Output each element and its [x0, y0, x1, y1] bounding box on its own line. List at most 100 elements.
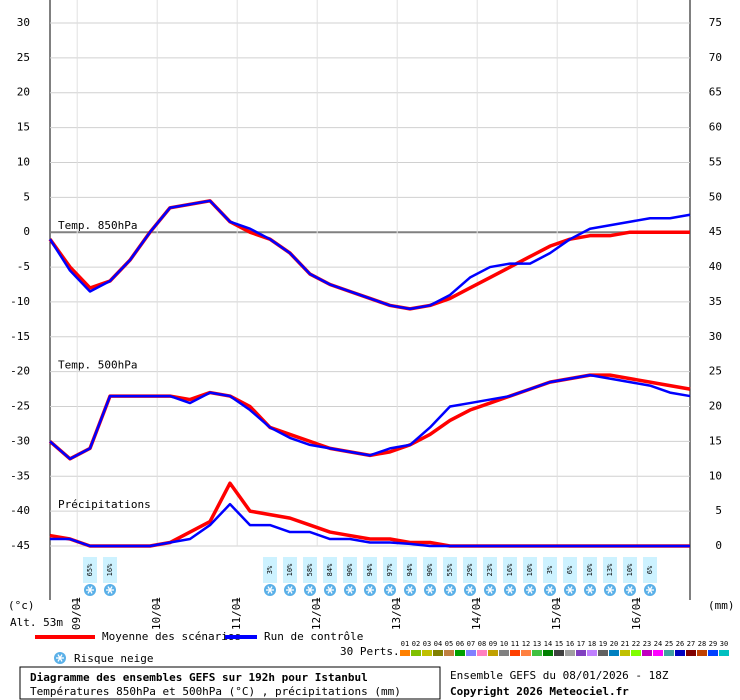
legend-snowflake [54, 652, 66, 664]
member-swatch [642, 650, 652, 656]
y2-tick-label: 15 [709, 434, 722, 447]
member-swatch [631, 650, 641, 656]
snowflake [544, 584, 556, 596]
snow-risk-label: 10% [586, 563, 594, 576]
annotation: Précipitations [58, 498, 151, 511]
member-label: 03 [423, 640, 431, 648]
member-swatch [697, 650, 707, 656]
snow-risk-badge [283, 557, 297, 583]
member-label: 29 [709, 640, 717, 648]
snowflake [284, 584, 296, 596]
t500-line [49, 373, 691, 461]
snowflake-arm [487, 586, 493, 594]
snow-risk-label: 94% [406, 563, 414, 576]
y-tick-label: -35 [10, 469, 30, 482]
member-label: 01 [401, 640, 409, 648]
legend-label: Moyenne des scénarios [102, 630, 241, 643]
snowflake [424, 584, 436, 596]
y2-tick-label: 10 [709, 469, 722, 482]
copyright: Copyright 2026 Meteociel.fr [450, 685, 629, 698]
snow-risk-label: 29% [466, 563, 474, 576]
member-swatch [565, 650, 575, 656]
y2-tick-label: 65 [709, 86, 722, 99]
snow-risk-badge [643, 557, 657, 583]
snowflake-arm [387, 586, 393, 594]
snow-risk-badge [303, 557, 317, 583]
member-label: 17 [577, 640, 585, 648]
snowflake-arm [307, 586, 313, 594]
snowflake-arm [507, 586, 513, 594]
snow-risk-label: 10% [286, 563, 294, 576]
member-label: 30 [720, 640, 728, 648]
member-label: 06 [456, 640, 464, 648]
snowflake-arm [627, 586, 633, 594]
snow-risk-label: 23% [486, 563, 494, 576]
perturbations-label: 30 Perts. [340, 645, 400, 658]
snow-risk-badge [443, 557, 457, 583]
snowflake-arm [87, 586, 93, 594]
member-swatch [576, 650, 586, 656]
y-tick-label: 25 [17, 51, 30, 64]
snow-risk-label: 90% [346, 563, 354, 576]
member-swatch [455, 650, 465, 656]
y2-tick-label: 20 [709, 400, 722, 413]
member-label: 07 [467, 640, 475, 648]
member-swatch [554, 650, 564, 656]
y2-tick-label: 70 [709, 51, 722, 64]
snow-risk-label: 6% [646, 565, 654, 574]
snowflake-arm [57, 654, 63, 662]
member-swatch [653, 650, 663, 656]
snowflake [584, 584, 596, 596]
y-tick-label: -5 [17, 260, 30, 273]
x-tick-label: 10/01 [150, 597, 163, 630]
y-tick-label: 15 [17, 121, 30, 134]
snow-risk-badge [503, 557, 517, 583]
snow-risk-badge [323, 557, 337, 583]
member-swatch [532, 650, 542, 656]
y-tick-label: 30 [17, 16, 30, 29]
y-tick-label: -15 [10, 330, 30, 343]
snow-risk-label: 90% [426, 563, 434, 576]
snowflake-arm [367, 586, 373, 594]
y2-tick-label: 30 [709, 330, 722, 343]
x-tick-label: 11/01 [230, 597, 243, 630]
snowflake [624, 584, 636, 596]
snow-risk-badge [383, 557, 397, 583]
y-tick-label: 20 [17, 86, 30, 99]
y-tick-label: 0 [23, 225, 30, 238]
y-tick-label: -40 [10, 504, 30, 517]
member-label: 18 [588, 640, 596, 648]
legend-label: Risque neige [74, 652, 153, 665]
member-label: 19 [599, 640, 607, 648]
snowflake [404, 584, 416, 596]
y2-tick-label: 50 [709, 190, 722, 203]
altitude: Alt. 53m [10, 616, 63, 629]
member-label: 24 [654, 640, 662, 648]
snowflake-arm [287, 586, 293, 594]
snowflake-arm [527, 586, 533, 594]
snowflake-arm [447, 586, 453, 594]
snowflake [504, 584, 516, 596]
y2-axis-label: (mm) [708, 599, 735, 612]
member-swatch [543, 650, 553, 656]
x-tick-label: 13/01 [390, 597, 403, 630]
y-tick-label: 10 [17, 155, 30, 168]
member-label: 16 [566, 640, 574, 648]
y-tick-label: -25 [10, 400, 30, 413]
snowflake-arm [427, 586, 433, 594]
snowflake [84, 584, 96, 596]
member-swatch [422, 650, 432, 656]
snow-risk-badge [603, 557, 617, 583]
snow-risk-label: 84% [326, 563, 334, 576]
y2-tick-label: 55 [709, 155, 722, 168]
member-swatch [719, 650, 729, 656]
y2-tick-label: 60 [709, 121, 722, 134]
snowflake [564, 584, 576, 596]
snowflake-arm [587, 586, 593, 594]
snowflake [384, 584, 396, 596]
member-swatch [609, 650, 619, 656]
snowflake [444, 584, 456, 596]
y2-tick-label: 40 [709, 260, 722, 273]
